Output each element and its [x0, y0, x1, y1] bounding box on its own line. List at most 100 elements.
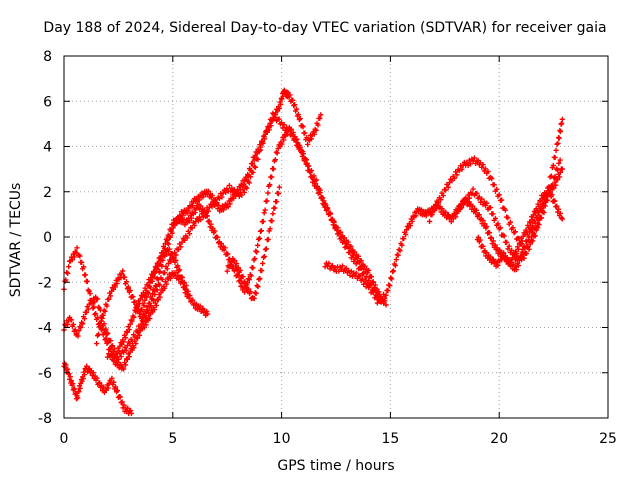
data-point [118, 353, 124, 360]
data-point [66, 370, 72, 377]
data-point [307, 168, 313, 174]
data-point [358, 265, 364, 271]
data-point [68, 378, 75, 384]
data-point [261, 134, 267, 140]
data-point [311, 131, 317, 137]
data-point [263, 246, 269, 252]
data-point [308, 136, 315, 142]
data-point [491, 182, 497, 188]
data-point [276, 105, 283, 112]
data-point [173, 270, 179, 276]
data-point [267, 226, 273, 232]
series-track-10 [453, 116, 565, 263]
data-point [168, 259, 174, 265]
data-point [255, 156, 261, 162]
data-point [433, 202, 439, 208]
data-point [443, 187, 449, 193]
data-point [505, 215, 511, 221]
data-point [326, 260, 332, 266]
data-point [144, 294, 150, 300]
data-point [151, 306, 158, 313]
data-point [288, 126, 294, 132]
data-point [197, 303, 203, 309]
data-point [117, 363, 123, 369]
data-point [362, 263, 368, 269]
data-point [552, 179, 558, 185]
data-point [484, 250, 490, 256]
data-point [128, 410, 135, 417]
data-point [200, 194, 206, 200]
data-point [387, 283, 393, 289]
data-point [104, 303, 110, 309]
data-point [501, 233, 507, 239]
data-point [500, 250, 507, 256]
y-tick-label: 8 [43, 49, 52, 65]
data-point [507, 262, 513, 268]
data-point [156, 262, 162, 268]
data-point [75, 333, 81, 339]
data-point [274, 150, 280, 156]
data-point [272, 112, 278, 118]
data-point [241, 181, 247, 187]
data-point [148, 303, 154, 309]
data-point [426, 218, 433, 224]
data-point [265, 236, 271, 243]
data-point [124, 356, 131, 363]
y-tick-label: -4 [38, 321, 52, 337]
data-point [184, 235, 190, 241]
data-point [134, 302, 140, 308]
data-point [192, 209, 198, 216]
data-point [477, 237, 483, 243]
data-point [152, 291, 158, 298]
data-point [257, 147, 264, 153]
data-point [289, 132, 295, 138]
data-point [222, 245, 228, 251]
data-point [480, 217, 486, 223]
data-point [188, 215, 195, 221]
data-point [494, 245, 500, 251]
data-point [140, 319, 147, 325]
data-point [64, 269, 70, 276]
data-point [284, 131, 291, 137]
data-point [164, 266, 170, 272]
data-point [517, 241, 523, 247]
data-point [390, 268, 397, 274]
data-point [122, 274, 128, 280]
data-point [198, 217, 204, 223]
data-point [480, 243, 486, 249]
data-point [269, 218, 275, 224]
data-point [67, 374, 73, 380]
data-point [134, 329, 140, 335]
data-point [240, 274, 246, 280]
data-point [559, 116, 565, 122]
data-point [473, 207, 480, 213]
data-point [339, 263, 346, 269]
data-point [186, 231, 193, 237]
data-point [71, 254, 77, 260]
data-point [297, 142, 303, 149]
series-track-1 [61, 245, 211, 372]
data-point [470, 186, 476, 192]
data-point [276, 116, 282, 122]
data-point [444, 213, 451, 219]
data-point [272, 205, 278, 211]
data-point [143, 315, 149, 321]
data-point [95, 331, 102, 337]
data-point [79, 259, 85, 265]
data-point [149, 278, 155, 284]
y-axis-label: SDTVAR / TECUs [8, 183, 24, 298]
data-point [214, 200, 220, 206]
data-point [315, 122, 321, 128]
data-point [445, 184, 451, 190]
data-point [541, 201, 547, 207]
data-point [175, 263, 181, 269]
data-point [555, 177, 561, 183]
data-point [506, 243, 512, 249]
data-point [502, 207, 509, 213]
data-point [108, 351, 114, 357]
data-point [470, 203, 476, 209]
data-point [313, 127, 319, 134]
data-point [182, 285, 188, 291]
data-point [235, 265, 241, 271]
data-point [300, 124, 306, 130]
